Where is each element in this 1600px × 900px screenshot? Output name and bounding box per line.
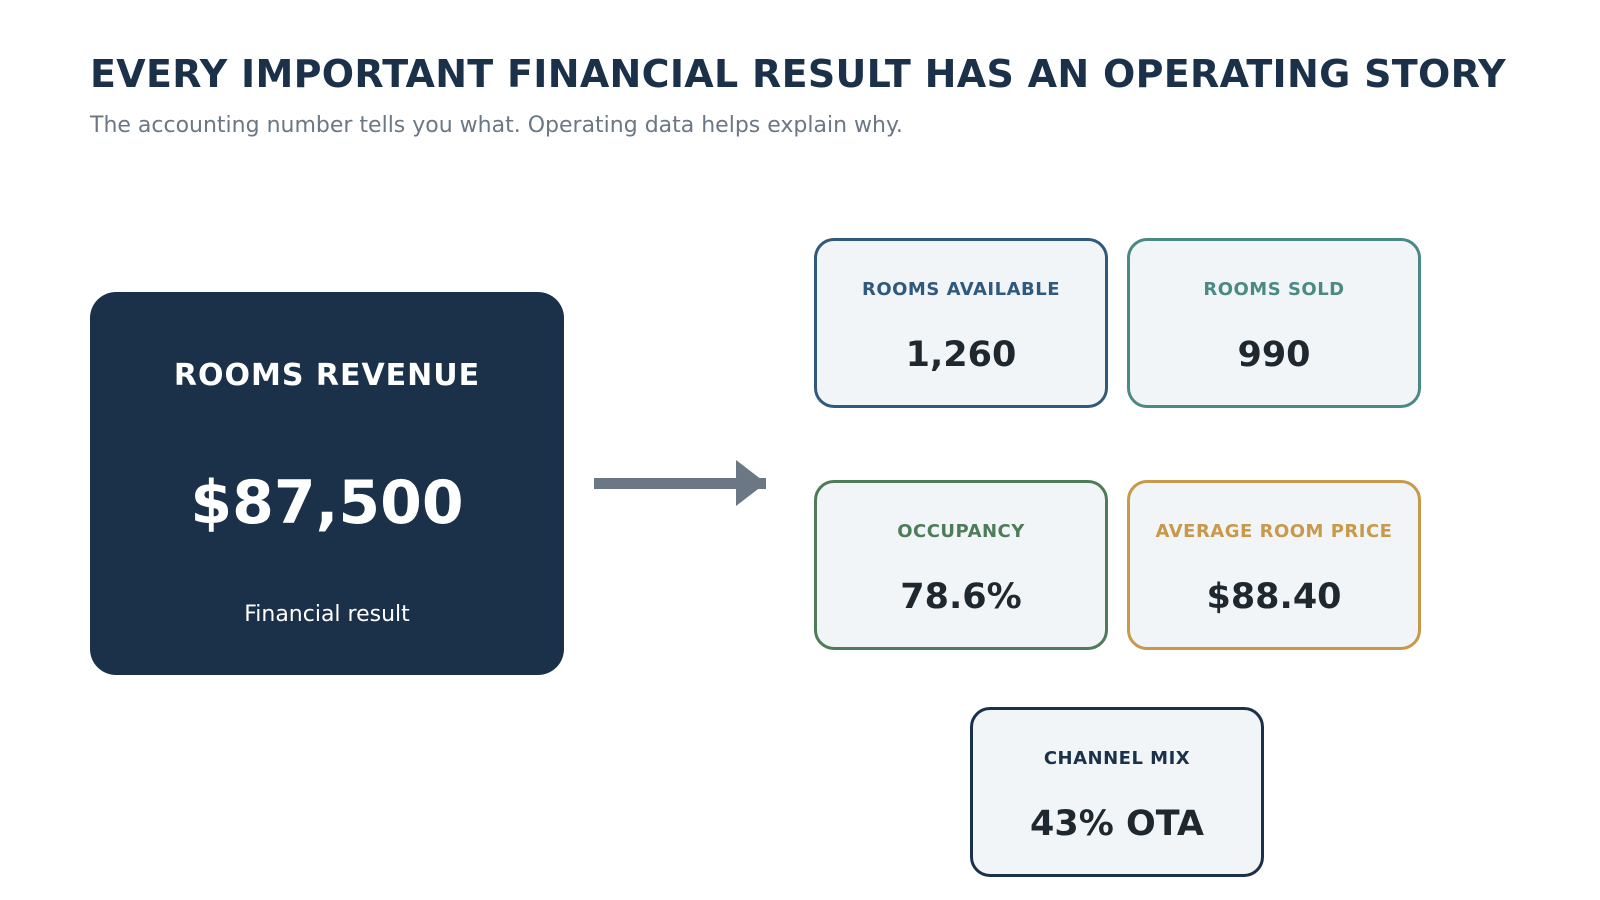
rooms-sold-card: ROOMS SOLD 990 xyxy=(1127,238,1421,408)
average-room-price-label: AVERAGE ROOM PRICE xyxy=(1155,521,1393,542)
page-title: EVERY IMPORTANT FINANCIAL RESULT HAS AN … xyxy=(90,52,1506,96)
rooms-sold-label: ROOMS SOLD xyxy=(1203,279,1345,300)
occupancy-card: OCCUPANCY 78.6% xyxy=(814,480,1108,650)
channel-mix-card: CHANNEL MIX 43% OTA xyxy=(970,707,1264,877)
rooms-sold-value: 990 xyxy=(1237,335,1311,375)
page-subtitle: The accounting number tells you what. Op… xyxy=(90,113,903,138)
channel-mix-value: 43% OTA xyxy=(1030,804,1204,844)
channel-mix-label: CHANNEL MIX xyxy=(1043,748,1191,769)
rooms-available-label: ROOMS AVAILABLE xyxy=(861,279,1061,300)
average-room-price-value: $88.40 xyxy=(1206,577,1342,617)
rooms-revenue-label: ROOMS REVENUE xyxy=(173,358,481,393)
average-room-price-card: AVERAGE ROOM PRICE $88.40 xyxy=(1127,480,1421,650)
rooms-revenue-card: ROOMS REVENUE $87,500 Financial result xyxy=(90,292,564,675)
rooms-available-value: 1,260 xyxy=(905,335,1017,375)
rooms-available-card: ROOMS AVAILABLE 1,260 xyxy=(814,238,1108,408)
rooms-revenue-caption: Financial result xyxy=(244,602,410,627)
right-arrow-icon xyxy=(594,460,766,506)
occupancy-label: OCCUPANCY xyxy=(897,521,1025,542)
occupancy-value: 78.6% xyxy=(900,577,1022,617)
rooms-revenue-value: $87,500 xyxy=(190,468,464,538)
